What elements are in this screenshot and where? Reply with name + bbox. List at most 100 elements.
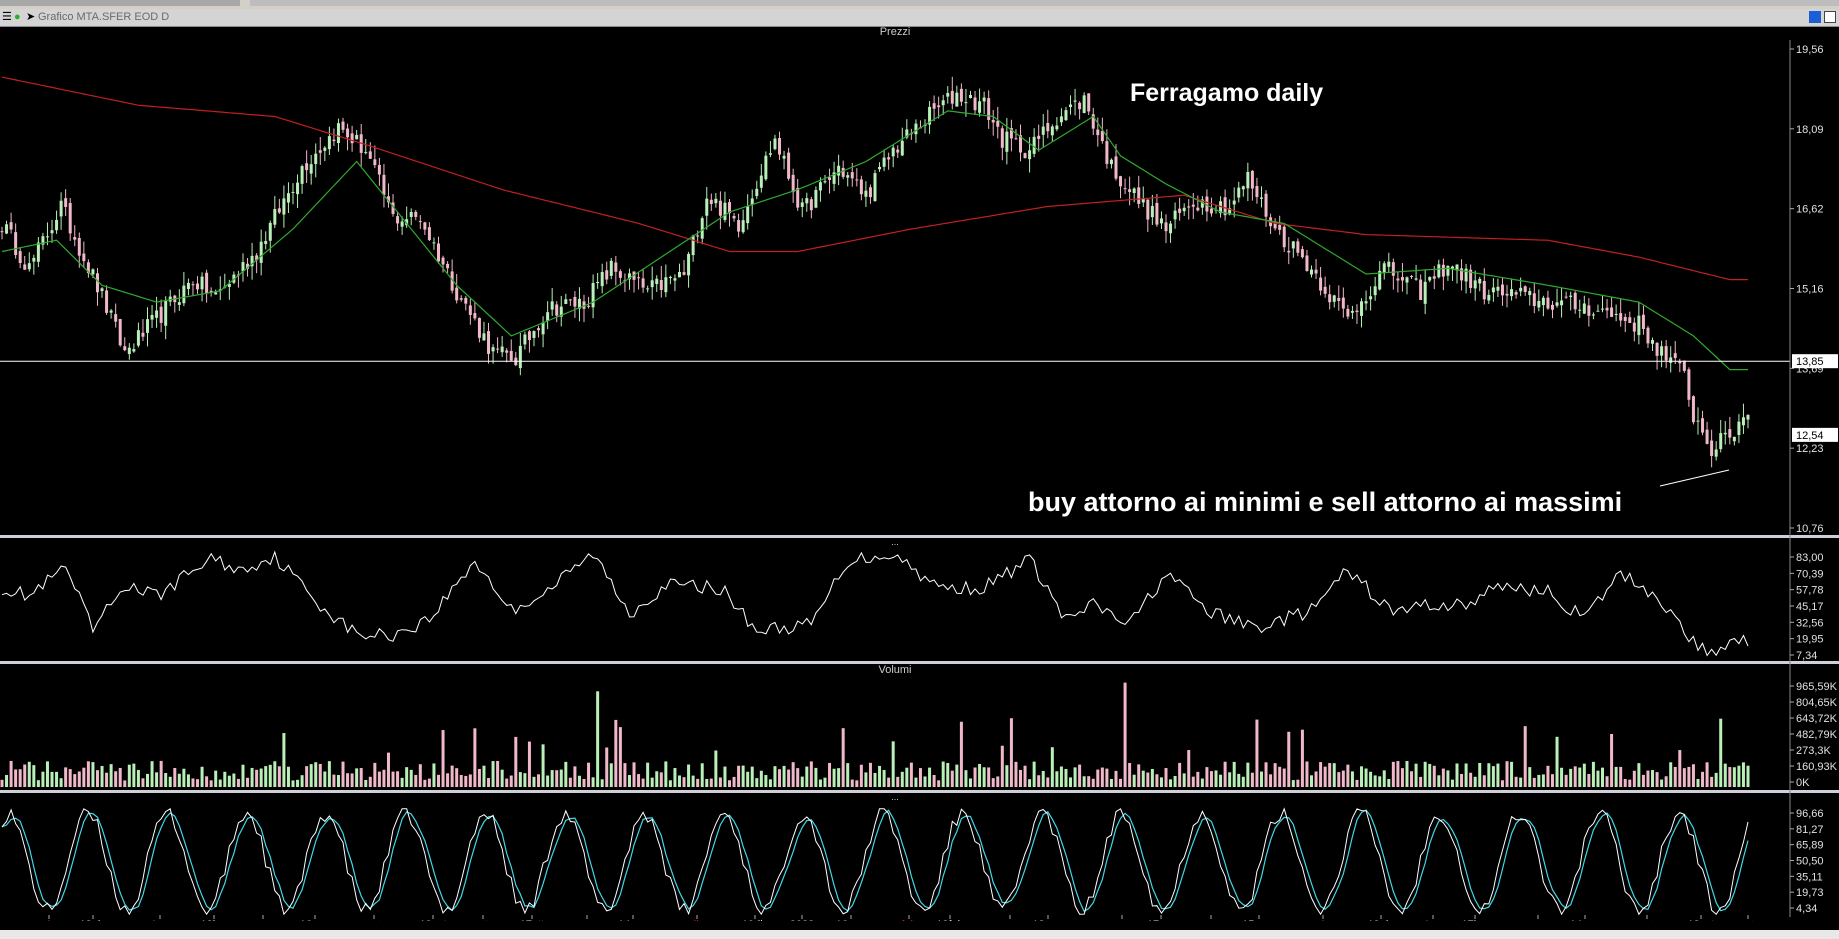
- candle-body: [1287, 250, 1291, 253]
- candle-body: [1278, 224, 1282, 230]
- volume-bar: [1441, 768, 1445, 787]
- menu-icon[interactable]: ☰: [2, 11, 12, 23]
- candle-body: [755, 188, 759, 197]
- candle-body: [459, 298, 463, 300]
- candle-body: [1396, 278, 1400, 281]
- volume-bar: [1032, 761, 1036, 787]
- candle-body: [587, 305, 591, 307]
- volume-bar: [650, 777, 654, 787]
- candle-body: [991, 119, 995, 123]
- candle-body: [100, 288, 104, 292]
- candle-body: [227, 283, 231, 287]
- x-tick-label: feb: [901, 919, 916, 921]
- candle-body: [1355, 310, 1359, 313]
- rsi-tick-label: 45,17: [1796, 601, 1824, 613]
- candle-body: [132, 349, 136, 352]
- volume-bar: [546, 775, 550, 787]
- candle-body: [509, 350, 513, 361]
- x-tick-label: ago: [254, 919, 272, 921]
- candle-body: [550, 301, 554, 310]
- rsi-tick-label: 19,95: [1796, 634, 1824, 646]
- candle-body: [864, 190, 868, 197]
- volume-bar: [537, 774, 541, 787]
- panel-divider[interactable]: [0, 790, 1839, 793]
- volume-bar: [1064, 769, 1068, 787]
- volume-bar: [382, 769, 386, 787]
- candle-body: [959, 88, 963, 102]
- candle-body: [468, 305, 472, 315]
- candle-body: [23, 264, 27, 270]
- candle-body: [1496, 286, 1500, 291]
- volume-bar: [246, 777, 250, 787]
- candle-body: [296, 182, 300, 195]
- volume-bar: [600, 779, 604, 787]
- candle-body: [291, 191, 295, 193]
- volume-bar: [1241, 776, 1245, 787]
- volume-bar: [1132, 774, 1136, 787]
- candle-body: [537, 328, 541, 331]
- volume-bar: [764, 775, 768, 787]
- volume-bar: [427, 778, 431, 787]
- volume-bar: [1082, 776, 1086, 787]
- volume-bar: [682, 777, 686, 787]
- candle-body: [41, 236, 45, 245]
- volume-bar: [696, 778, 700, 787]
- play-icon[interactable]: ➤: [26, 11, 36, 23]
- candle-body: [800, 202, 804, 207]
- volume-bar: [591, 777, 595, 787]
- volume-bar: [896, 776, 900, 787]
- candle-body: [1664, 346, 1668, 361]
- candle-body: [823, 181, 827, 183]
- candle-body: [768, 153, 772, 155]
- volume-bar: [68, 769, 72, 787]
- x-axis-labels: giu 13giu lug 18lug ago 16ago set 19set ott 17ott…: [42, 915, 1754, 921]
- sma-short-line: [1, 110, 1748, 371]
- chart-mode-icon[interactable]: [1809, 11, 1821, 23]
- volume-bar: [500, 769, 504, 787]
- volume-bar: [991, 778, 995, 787]
- volume-bar: [186, 774, 190, 787]
- candle-body: [1196, 207, 1200, 211]
- volume-bar: [214, 770, 218, 787]
- volume-bar: [441, 730, 445, 787]
- volume-bar: [109, 764, 113, 787]
- candle-body: [1300, 249, 1304, 258]
- volume-bar: [232, 773, 236, 787]
- candle-body: [759, 175, 763, 188]
- candle-body: [1541, 297, 1545, 306]
- candle-body: [1669, 357, 1673, 363]
- volume-bar: [1469, 772, 1473, 787]
- y-axis-labels: 19,5618,0916,6215,1613,6912,2310,7683,00…: [1789, 40, 1838, 917]
- volume-bar: [1369, 771, 1373, 787]
- rsi-tick-label: 70,39: [1796, 568, 1824, 580]
- candle-body: [1032, 136, 1036, 154]
- candle-body: [1109, 159, 1113, 165]
- volume-bar: [1423, 761, 1427, 787]
- candle-body: [1614, 313, 1618, 315]
- volume-bar: [1332, 763, 1336, 787]
- candle-body: [186, 282, 190, 290]
- candle-body: [659, 280, 663, 290]
- candle-body: [668, 276, 672, 278]
- x-tick-label: dic: [690, 919, 705, 921]
- volume-bar: [709, 778, 713, 787]
- candle-body: [1346, 308, 1350, 317]
- candle-body: [309, 164, 313, 174]
- candle-body: [691, 235, 695, 256]
- candle-body: [527, 331, 531, 341]
- candle-body: [700, 218, 704, 239]
- candle-body: [1519, 287, 1523, 292]
- candle-body: [323, 147, 327, 151]
- volume-bar: [750, 766, 754, 787]
- volume-bar: [1119, 778, 1123, 787]
- panel-divider[interactable]: [0, 535, 1839, 538]
- volume-bar: [318, 763, 322, 787]
- restore-icon[interactable]: [1824, 11, 1836, 23]
- candle-body: [732, 215, 736, 219]
- panel-divider[interactable]: [0, 661, 1839, 664]
- volume-bar: [832, 768, 836, 787]
- candle-body: [782, 155, 786, 159]
- candle-body: [1132, 188, 1136, 194]
- x-tick-label: 19set: [420, 919, 447, 921]
